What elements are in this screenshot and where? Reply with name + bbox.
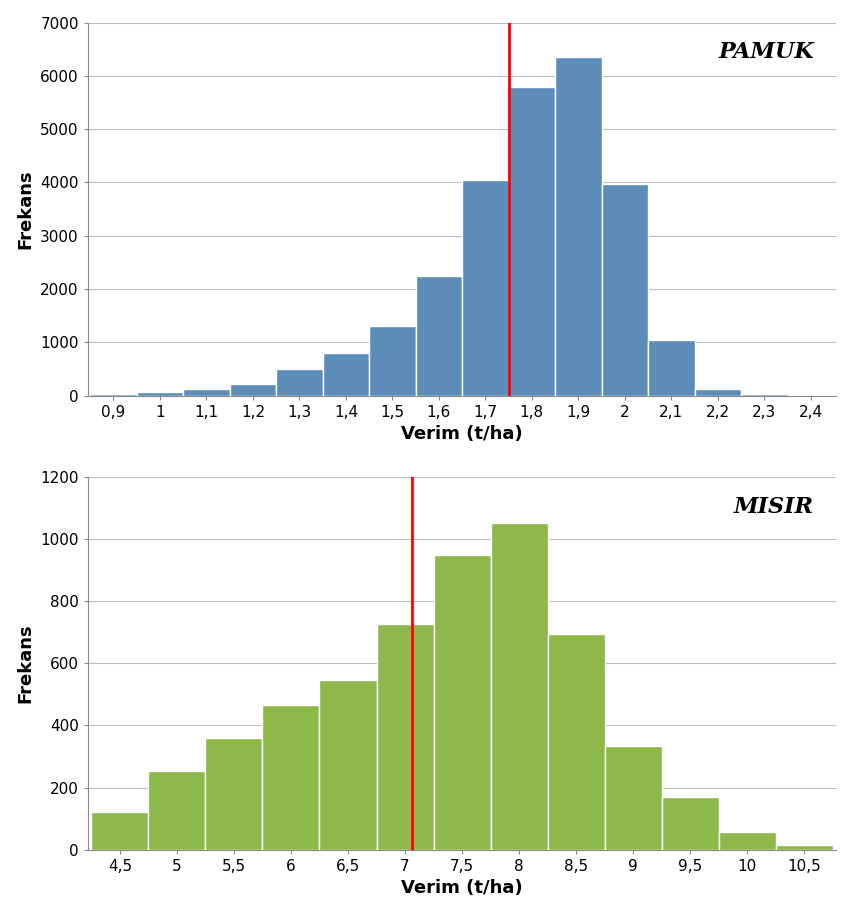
Bar [462, 180, 508, 396]
Bar [547, 633, 604, 850]
Bar [205, 738, 262, 850]
Bar [91, 813, 148, 850]
Text: PAMUK: PAMUK [717, 41, 813, 63]
Bar [262, 706, 320, 850]
Bar [276, 369, 322, 396]
Bar [555, 58, 601, 396]
Bar [604, 746, 661, 850]
Bar [601, 184, 648, 396]
Bar [183, 388, 229, 396]
Bar [320, 680, 376, 850]
Text: MISIR: MISIR [733, 495, 813, 517]
Bar [229, 385, 276, 396]
Bar [148, 771, 205, 850]
Bar [661, 797, 718, 850]
Bar [740, 394, 786, 396]
Bar [90, 395, 136, 396]
Bar [136, 392, 183, 396]
Bar [490, 524, 547, 850]
Bar [415, 276, 462, 396]
X-axis label: Verim (t/ha): Verim (t/ha) [400, 425, 522, 443]
Bar [369, 326, 415, 396]
Bar [718, 832, 775, 850]
Bar [508, 87, 555, 396]
Y-axis label: Frekans: Frekans [17, 169, 35, 249]
Bar [376, 624, 433, 850]
Bar [648, 340, 694, 396]
Bar [775, 845, 832, 850]
Bar [433, 555, 490, 850]
X-axis label: Verim (t/ha): Verim (t/ha) [400, 879, 522, 898]
Bar [694, 389, 740, 396]
Bar [322, 353, 369, 396]
Y-axis label: Frekans: Frekans [17, 623, 35, 703]
